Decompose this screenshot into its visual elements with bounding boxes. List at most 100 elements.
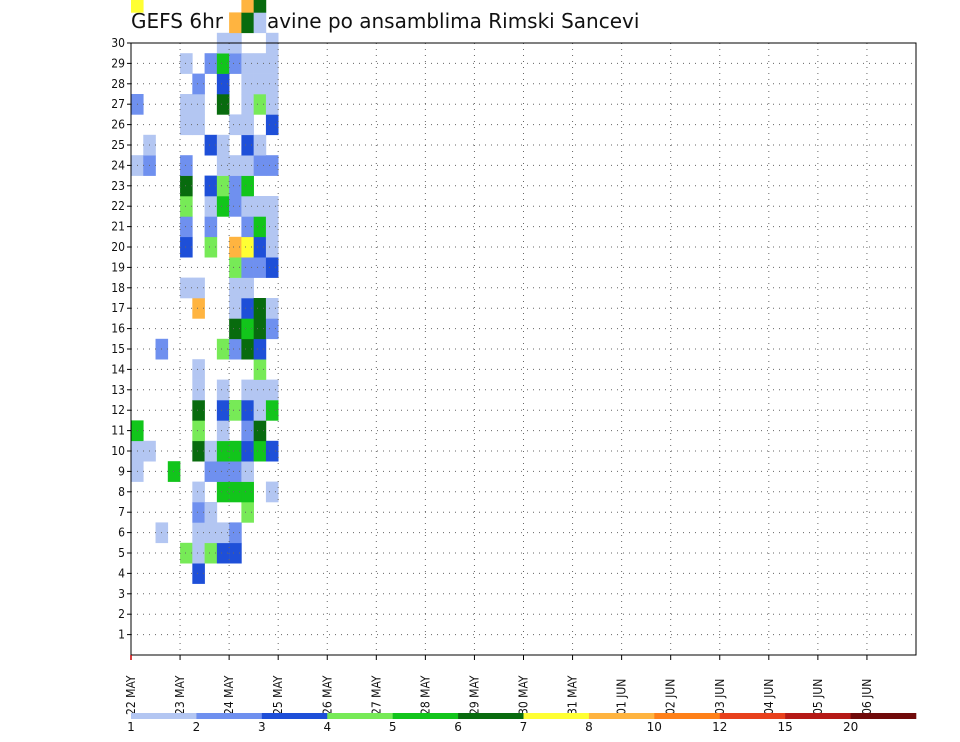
- y-tick-label: 25: [111, 138, 125, 152]
- x-tick-label: 05 JUN: [811, 679, 825, 715]
- x-tick-label: 30 MAY: [517, 675, 531, 715]
- heatmap-cell: [253, 236, 267, 258]
- heatmap-cell: [216, 94, 230, 115]
- y-tick-label: 27: [111, 97, 125, 111]
- y-tick-label: 19: [111, 260, 125, 274]
- heatmap-cell: [241, 420, 254, 442]
- y-tick-label: 23: [111, 179, 125, 193]
- heatmap-cell: [204, 440, 218, 462]
- heatmap-cell: [253, 379, 267, 401]
- legend-label: 2: [193, 720, 201, 734]
- heatmap-cell: [229, 114, 242, 136]
- heatmap-cell: [192, 277, 205, 299]
- heatmap-cell: [241, 400, 254, 421]
- heatmap-cell: [265, 216, 279, 238]
- heatmap-cell: [253, 94, 267, 115]
- heatmap-cell: [253, 420, 267, 442]
- heatmap-cell: [229, 522, 242, 544]
- heatmap-cell: [241, 461, 254, 482]
- heatmap-cell: [241, 216, 254, 238]
- y-tick-label: 20: [111, 240, 125, 254]
- heatmap-cell: [253, 318, 267, 340]
- heatmap-cell: [253, 0, 267, 13]
- y-tick-label: 10: [111, 444, 125, 458]
- heatmap-cell: [229, 440, 242, 462]
- heatmap-cell: [204, 216, 218, 238]
- chart-title: GEFS 6hr padavine po ansamblima Rimski S…: [131, 9, 639, 33]
- heatmap-cell: [131, 0, 144, 13]
- y-tick-label: 28: [111, 77, 125, 91]
- heatmap-cell: [229, 53, 242, 74]
- heatmap-cell: [229, 400, 242, 421]
- heatmap-cell: [216, 53, 230, 74]
- x-tick-label: 06 JUN: [860, 679, 874, 715]
- heatmap-cell: [180, 196, 193, 217]
- heatmap-cell: [216, 379, 230, 401]
- y-tick-label: 7: [118, 505, 125, 519]
- x-tick-label: 25 MAY: [271, 675, 285, 715]
- heatmap-cell: [229, 196, 242, 217]
- y-tick-label: 29: [111, 56, 125, 70]
- heatmap-cell: [241, 196, 254, 217]
- heatmap-cell: [216, 73, 230, 95]
- legend-swatch: [588, 713, 655, 719]
- heatmap-cell: [265, 481, 279, 503]
- y-tick-label: 21: [111, 220, 125, 234]
- heatmap-cell: [253, 155, 267, 176]
- heatmap-cell: [180, 155, 193, 176]
- legend-swatch: [131, 713, 197, 719]
- legend-swatch: [261, 713, 328, 719]
- heatmap-cell: [265, 257, 279, 278]
- heatmap-cell: [241, 134, 254, 156]
- heatmap-cell: [229, 481, 242, 503]
- heatmap-cell: [253, 53, 267, 74]
- heatmap-cell: [253, 134, 267, 156]
- heatmap-cell: [216, 155, 230, 176]
- x-axis: 22 MAY 23 MAY 24 MAY 25 MAY 26 MAY 27 MAY 28 M…: [124, 655, 874, 715]
- legend-label: 6: [454, 720, 462, 734]
- y-tick-label: 14: [111, 362, 125, 376]
- legend-label: 5: [389, 720, 397, 734]
- legend-label: 4: [323, 720, 331, 734]
- x-tick-label: 27 MAY: [369, 675, 383, 715]
- y-tick-label: 26: [111, 118, 125, 132]
- heatmap-cell: [241, 53, 254, 74]
- heatmap-cell: [241, 481, 254, 503]
- heatmap-cell: [180, 114, 193, 136]
- heatmap-cell: [192, 114, 205, 136]
- legend-swatch: [196, 713, 263, 719]
- heatmap-cell: [229, 461, 242, 482]
- color-legend: 1 2 3 4 5 6 7 8 10 12 15 20: [127, 713, 917, 734]
- x-tick-label: 31 MAY: [566, 675, 580, 715]
- legend-swatch: [392, 713, 459, 719]
- heatmap-cell: [229, 338, 242, 360]
- heatmap-cell: [241, 0, 254, 13]
- y-tick-label: 13: [111, 383, 125, 397]
- heatmap-cell: [216, 420, 230, 442]
- heatmap-cell: [204, 196, 218, 217]
- heatmap-cell: [265, 196, 279, 217]
- heatmap-cell: [192, 440, 205, 462]
- x-tick-label: 29 MAY: [467, 675, 481, 715]
- heatmap-cell: [216, 338, 230, 360]
- heatmap-cell: [241, 440, 254, 462]
- y-tick-label: 11: [111, 424, 125, 438]
- heatmap-cell: [180, 277, 193, 299]
- y-tick-label: 4: [118, 566, 125, 580]
- heatmap-cell: [241, 277, 254, 299]
- heatmap-cell: [216, 481, 230, 503]
- heatmap-cell: [192, 379, 205, 401]
- heatmap-cell: [253, 298, 267, 319]
- x-tick-label: 02 JUN: [664, 679, 678, 715]
- heatmap-cell: [241, 298, 254, 319]
- heatmap-cell: [216, 134, 230, 156]
- heatmap-cell: [241, 338, 254, 360]
- legend-swatch: [785, 713, 851, 719]
- heatmap-cell: [241, 257, 254, 278]
- heatmap-cell: [204, 461, 218, 482]
- heatmap-cell: [204, 542, 218, 564]
- heatmap-cell: [241, 73, 254, 95]
- heatmap-cell: [241, 12, 254, 34]
- heatmap-cell: [167, 461, 181, 482]
- heatmap-cell: [253, 257, 267, 278]
